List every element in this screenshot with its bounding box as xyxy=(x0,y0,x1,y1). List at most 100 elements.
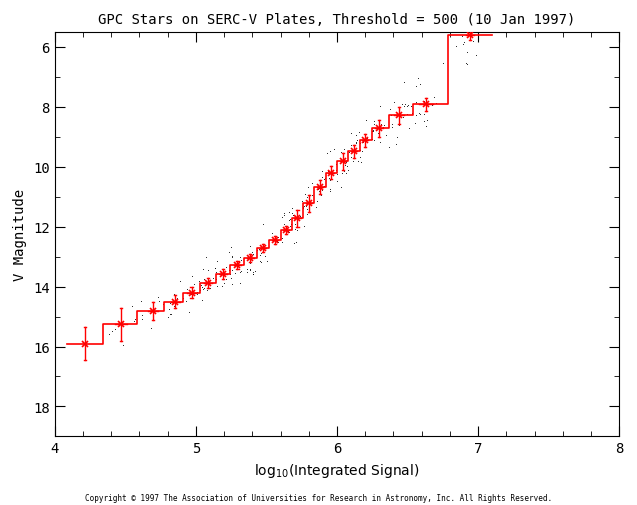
Point xyxy=(341,158,352,166)
Point xyxy=(218,279,229,287)
Point xyxy=(260,252,270,260)
Point xyxy=(313,186,323,194)
Point xyxy=(385,106,396,114)
Point xyxy=(341,159,351,167)
Point xyxy=(118,341,129,349)
Point xyxy=(392,133,403,141)
Point xyxy=(351,150,361,158)
Point xyxy=(339,145,349,154)
Point xyxy=(184,308,194,316)
Point xyxy=(319,176,329,184)
Point xyxy=(359,131,369,139)
Point xyxy=(356,159,366,167)
Point xyxy=(236,268,246,276)
Point xyxy=(166,311,176,319)
Point xyxy=(317,183,327,191)
Point xyxy=(169,290,179,298)
Point xyxy=(387,121,397,129)
Point xyxy=(287,210,297,218)
Point xyxy=(204,281,215,289)
Point xyxy=(403,102,413,110)
Point xyxy=(361,117,371,125)
Point xyxy=(353,158,363,166)
Point xyxy=(326,170,336,178)
Point xyxy=(192,288,202,296)
Point xyxy=(305,199,315,207)
Point xyxy=(431,99,441,108)
Point xyxy=(227,280,237,288)
Point xyxy=(343,166,354,174)
Point xyxy=(313,184,324,192)
Point xyxy=(317,174,327,182)
Point xyxy=(218,272,228,280)
Point xyxy=(396,110,406,118)
Point xyxy=(429,94,439,102)
Point xyxy=(198,285,208,293)
Point xyxy=(212,258,222,266)
Point xyxy=(226,244,236,252)
Point xyxy=(136,298,147,306)
Point xyxy=(303,210,313,218)
Point xyxy=(368,127,378,135)
Point xyxy=(163,314,173,322)
Point xyxy=(322,150,333,158)
Point xyxy=(355,147,365,155)
X-axis label: $\mathrm{log_{10}(Integrated\ Signal)}$: $\mathrm{log_{10}(Integrated\ Signal)}$ xyxy=(254,461,420,479)
Point xyxy=(254,246,264,254)
Point xyxy=(324,185,334,193)
Point xyxy=(386,111,396,119)
Point xyxy=(379,122,389,130)
Point xyxy=(224,266,234,274)
Point xyxy=(421,123,431,131)
Point xyxy=(288,212,298,220)
Point xyxy=(387,124,397,132)
Point xyxy=(300,190,310,198)
Point xyxy=(248,268,258,276)
Point xyxy=(297,197,307,206)
Point xyxy=(324,174,334,182)
Point xyxy=(208,275,218,283)
Point xyxy=(227,252,237,261)
Point xyxy=(459,41,469,49)
Point xyxy=(286,220,296,228)
Point xyxy=(297,205,308,213)
Point xyxy=(373,130,383,138)
Point xyxy=(129,318,140,326)
Point xyxy=(317,187,327,195)
Point xyxy=(283,216,294,224)
Point xyxy=(341,162,352,170)
Point xyxy=(299,203,310,211)
Point xyxy=(318,183,328,191)
Point xyxy=(398,79,408,87)
Point xyxy=(292,226,303,234)
Point xyxy=(307,180,317,188)
Point xyxy=(245,267,255,275)
Point xyxy=(201,254,211,262)
Point xyxy=(146,325,156,333)
Point xyxy=(235,253,245,261)
Point xyxy=(375,125,385,133)
Point xyxy=(399,103,409,111)
Point xyxy=(211,275,221,283)
Point xyxy=(164,306,174,314)
Point xyxy=(351,140,361,148)
Point xyxy=(331,166,341,174)
Point xyxy=(401,101,411,109)
Point xyxy=(205,285,215,293)
Point xyxy=(196,296,206,305)
Point xyxy=(376,121,386,129)
Point xyxy=(322,168,333,176)
Point xyxy=(282,228,292,236)
Point xyxy=(303,206,313,214)
Y-axis label: V Magnitude: V Magnitude xyxy=(13,189,27,281)
Point xyxy=(252,246,262,254)
Point xyxy=(414,110,424,118)
Point xyxy=(375,139,385,147)
Point xyxy=(320,175,330,183)
Point xyxy=(397,100,407,109)
Point xyxy=(331,160,341,168)
Point xyxy=(287,205,297,213)
Point xyxy=(354,128,364,136)
Point xyxy=(285,216,295,224)
Point xyxy=(245,265,255,273)
